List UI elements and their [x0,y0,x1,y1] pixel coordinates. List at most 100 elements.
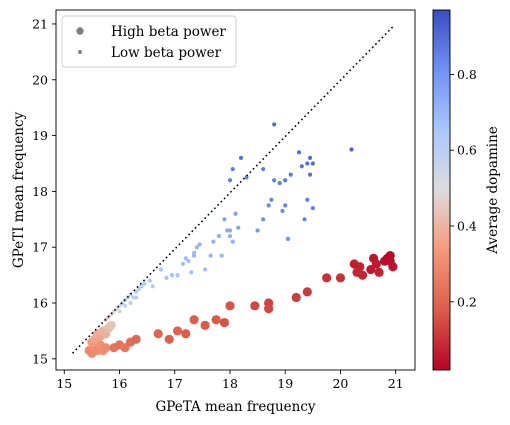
point-low-beta [189,270,194,275]
point-low-beta [211,239,216,244]
point-low-beta [150,284,155,289]
point-low-beta [349,147,354,152]
colorbar-ticks: 0.2 0.4 0.6 0.8 [450,67,477,309]
point-low-beta [269,197,274,202]
y-axis-ticks: 15 16 17 18 19 20 21 [32,16,56,366]
point-low-beta [227,178,233,183]
point-low-beta [133,289,139,294]
point-low-beta [175,273,180,278]
point-high-beta [106,320,116,330]
y-axis-label: GPeTI mean frequency [11,111,27,268]
point-low-beta [305,197,310,202]
point-low-beta [277,180,282,186]
point-high-beta [131,334,141,344]
point-low-beta [117,309,122,314]
y-tick-label: 15 [32,351,48,366]
point-high-beta [374,267,384,277]
point-high-beta [357,270,368,280]
point-low-beta [285,236,291,241]
point-low-beta [261,166,266,172]
point-low-beta [283,203,288,208]
point-high-beta [172,326,183,336]
point-high-beta [335,273,346,283]
legend-label-high-beta: High beta power [111,24,226,40]
point-high-beta [219,317,230,328]
point-high-beta [225,301,235,311]
point-low-beta [139,284,144,289]
point-low-beta [296,150,302,155]
point-low-beta [288,172,293,177]
point-low-beta [208,253,213,258]
plot-frame [55,9,416,371]
point-low-beta [230,239,235,244]
point-low-beta [147,278,152,283]
y-tick-label: 19 [32,128,48,143]
point-high-beta [164,334,174,344]
point-low-beta [197,242,202,247]
point-high-beta [385,256,395,266]
point-low-beta [222,217,227,222]
point-low-beta [216,233,222,239]
point-low-beta [283,178,288,183]
colorbar: 0.2 0.4 0.6 0.8 Average dopamine [432,9,501,371]
point-low-beta [219,253,224,258]
point-low-beta [203,267,208,272]
point-low-beta [142,281,147,286]
point-low-beta [266,203,271,208]
point-low-beta [230,166,235,172]
x-tick-label: 18 [222,376,238,391]
scatter-points [84,122,398,358]
point-high-beta [322,273,332,283]
point-low-beta [280,208,285,214]
x-tick-label: 19 [277,376,293,391]
colorbar-tick-label: 0.8 [457,67,477,82]
x-axis-ticks: 15 16 17 18 19 20 21 [56,370,404,391]
point-low-beta [261,217,266,222]
point-low-beta [169,273,175,278]
colorbar-tick-label: 0.6 [457,143,477,158]
point-low-beta [133,295,139,300]
colorbar-tick-label: 0.2 [457,294,477,309]
point-low-beta [310,161,315,166]
legend-label-low-beta: Low beta power [111,45,222,61]
y-tick-label: 21 [32,16,48,31]
point-high-beta [211,315,221,325]
point-low-beta [236,225,241,230]
point-low-beta [158,267,164,272]
point-low-beta [180,261,186,267]
point-low-beta [227,233,233,239]
point-high-beta [371,259,381,269]
legend: High beta power Low beta power [61,15,237,68]
point-high-beta [153,329,163,339]
point-high-beta [181,329,191,339]
point-high-beta [101,343,111,353]
point-high-beta [264,304,274,314]
point-low-beta [186,259,191,264]
point-low-beta [194,245,199,250]
point-low-beta [128,300,133,306]
point-low-beta [272,122,277,127]
point-low-beta [307,172,313,177]
point-low-beta [238,155,244,161]
x-tick-label: 16 [112,376,128,391]
point-low-beta [244,175,249,180]
point-low-beta [183,256,188,261]
point-low-beta [307,155,313,161]
colorbar-tick-label: 0.4 [457,219,477,234]
point-low-beta [272,178,277,183]
x-tick-label: 21 [388,376,404,391]
point-high-beta [189,315,199,325]
x-tick-label: 17 [167,376,183,391]
legend-marker-high-beta [76,27,84,35]
colorbar-gradient [432,9,451,371]
y-tick-label: 17 [32,240,48,255]
point-low-beta [136,286,141,292]
point-low-beta [164,275,169,281]
x-axis-label: GPeTA mean frequency [155,399,315,415]
point-high-beta [291,292,301,303]
y-tick-label: 20 [32,72,48,87]
y-tick-label: 16 [32,296,48,311]
point-low-beta [302,217,307,222]
x-tick-label: 15 [56,376,72,391]
